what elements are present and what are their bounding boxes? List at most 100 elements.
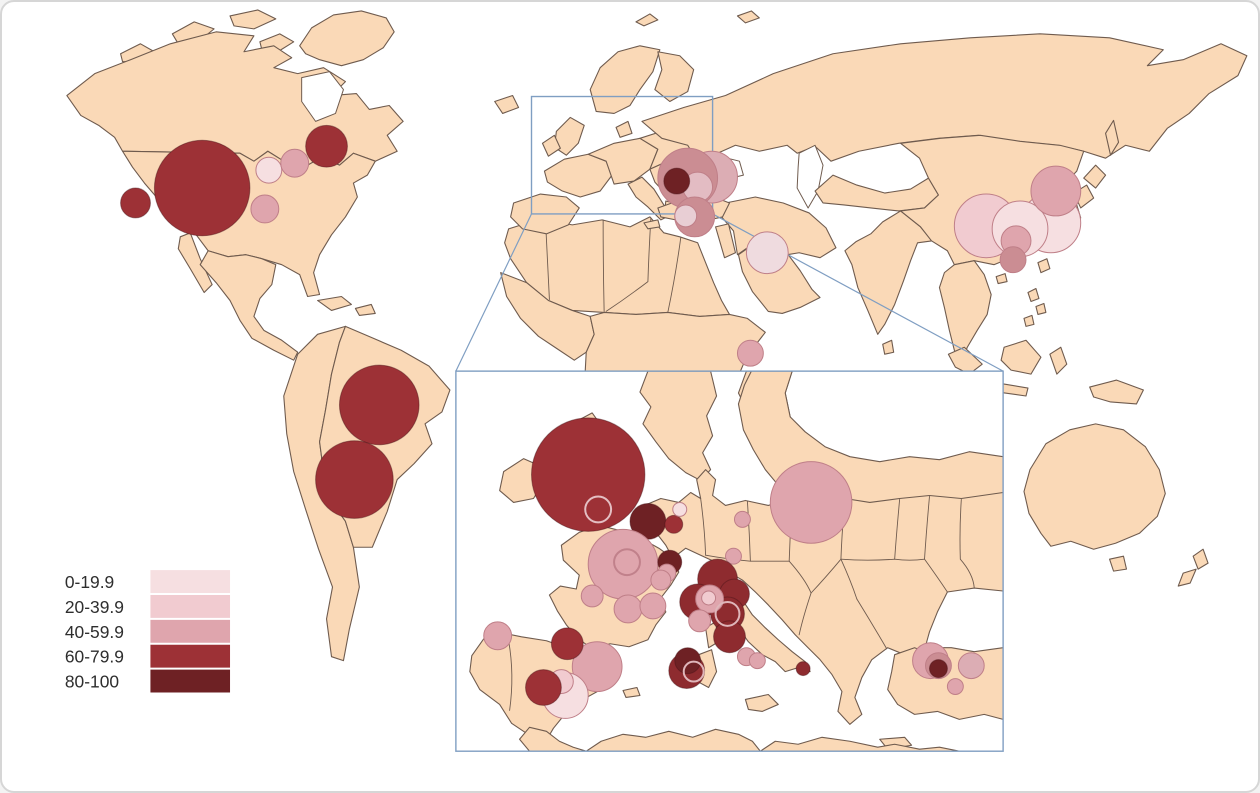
map-bubble bbox=[250, 194, 280, 224]
ring-outline-bubble bbox=[584, 495, 613, 524]
sea-shape bbox=[301, 71, 344, 122]
europe-inset-map bbox=[455, 370, 1004, 752]
land-shape bbox=[585, 728, 761, 752]
land-shape bbox=[543, 153, 613, 198]
country-border-line bbox=[894, 499, 901, 560]
legend-swatch bbox=[150, 669, 231, 693]
land-shape bbox=[744, 693, 779, 712]
inset-map-bubble bbox=[650, 569, 672, 591]
map-bubble bbox=[153, 139, 251, 237]
inset-map-bubble bbox=[483, 621, 513, 651]
map-bubble bbox=[1030, 165, 1082, 217]
country-border-line bbox=[667, 237, 682, 313]
legend-swatch bbox=[150, 594, 231, 618]
main-bubbles-layer bbox=[120, 124, 1082, 519]
inset-map-bubble bbox=[769, 461, 853, 544]
land-shape bbox=[641, 33, 1248, 162]
landmass-africa bbox=[500, 216, 766, 372]
map-bubble bbox=[663, 167, 691, 195]
country-border-line bbox=[705, 554, 790, 562]
inset-frame bbox=[455, 370, 1004, 752]
legend-swatch bbox=[150, 644, 231, 668]
country-border-line bbox=[605, 217, 652, 312]
inset-map-bubble bbox=[674, 647, 702, 675]
land-shape bbox=[317, 295, 352, 311]
land-shape bbox=[589, 45, 661, 114]
legend-row: 40-59.9 bbox=[65, 619, 231, 643]
land-shape bbox=[1192, 548, 1209, 570]
land-shape bbox=[299, 10, 395, 67]
map-bubble bbox=[745, 231, 789, 275]
inset-map-bubble bbox=[795, 661, 811, 677]
land-shape bbox=[541, 134, 561, 157]
map-bubble bbox=[120, 187, 151, 219]
land-shape bbox=[715, 223, 737, 259]
legend-swatch bbox=[150, 619, 231, 643]
inset-map-bubble bbox=[531, 417, 646, 532]
inset-map-bubble bbox=[928, 659, 948, 679]
land-shape bbox=[1023, 423, 1166, 550]
land-shape bbox=[1049, 346, 1068, 375]
land-shape bbox=[177, 232, 213, 294]
connector-line-left bbox=[455, 213, 533, 372]
legend-label: 40-59.9 bbox=[65, 622, 124, 642]
landmass-asia bbox=[641, 33, 1248, 363]
land-shape bbox=[199, 250, 299, 361]
map-bubble bbox=[255, 156, 283, 184]
land-shape bbox=[938, 260, 992, 363]
land-shape bbox=[1035, 302, 1047, 315]
sea-shape bbox=[796, 144, 824, 209]
inset-map-layer bbox=[469, 371, 1004, 752]
legend-label: 60-79.9 bbox=[65, 647, 124, 667]
country-border-line bbox=[924, 558, 948, 593]
ring-outline-bubble bbox=[714, 600, 741, 627]
ring-outline-bubble bbox=[682, 660, 705, 683]
land-shape bbox=[500, 272, 595, 361]
land-shape bbox=[1000, 339, 1042, 375]
inset-map-bubble bbox=[713, 620, 746, 654]
land-shape bbox=[995, 273, 1008, 285]
land-shape bbox=[844, 210, 934, 335]
land-shape bbox=[1037, 258, 1051, 274]
inset-map-bubble bbox=[733, 510, 751, 528]
legend-row: 0-19.9 bbox=[65, 570, 231, 594]
map-bubble bbox=[674, 204, 698, 228]
legend-row: 80-100 bbox=[65, 669, 231, 693]
land-shape bbox=[814, 174, 939, 212]
country-border-line bbox=[924, 496, 930, 560]
country-border-line bbox=[856, 598, 888, 650]
land-shape bbox=[759, 736, 960, 752]
map-bubble bbox=[736, 339, 764, 367]
inset-map-bubble bbox=[957, 652, 985, 680]
inset-map-bubble bbox=[701, 590, 717, 606]
land-shape bbox=[494, 94, 520, 114]
land-shape bbox=[736, 10, 760, 24]
land-shape bbox=[654, 51, 695, 103]
inset-map-bubble bbox=[613, 594, 643, 624]
inset-map-bubble bbox=[550, 627, 584, 661]
land-shape bbox=[882, 339, 895, 355]
country-border-line bbox=[840, 558, 925, 561]
country-border-line bbox=[602, 219, 605, 312]
country-border-line bbox=[508, 640, 513, 711]
inset-map-bubble bbox=[580, 584, 604, 608]
country-border-line bbox=[810, 558, 842, 594]
inset-map-bubble bbox=[639, 592, 667, 620]
land-shape bbox=[615, 120, 633, 138]
map-bubble bbox=[315, 440, 394, 519]
map-bubble bbox=[999, 246, 1027, 274]
land-shape bbox=[1177, 568, 1197, 587]
land-shape bbox=[643, 219, 661, 230]
legend-row: 20-39.9 bbox=[65, 594, 231, 618]
legend-row: 60-79.9 bbox=[65, 644, 231, 668]
inset-bubbles-layer bbox=[483, 417, 985, 719]
country-border-line bbox=[746, 501, 751, 562]
land-shape bbox=[584, 311, 766, 372]
land-shape bbox=[1089, 379, 1144, 405]
legend-label: 80-100 bbox=[65, 672, 119, 692]
land-shape bbox=[1023, 314, 1035, 327]
landmass-oceania bbox=[947, 339, 1209, 587]
inset-map-bubble bbox=[571, 641, 623, 693]
country-border-line bbox=[700, 498, 707, 556]
